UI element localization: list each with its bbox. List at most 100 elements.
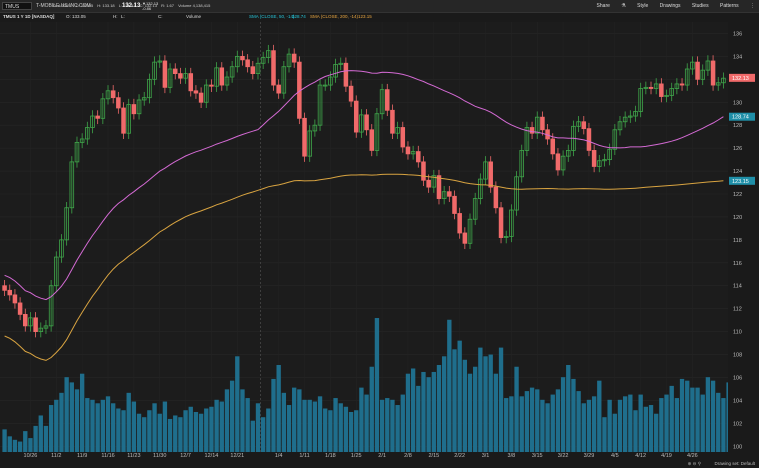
sma50-line <box>4 70 724 301</box>
volume-bar <box>441 356 447 452</box>
last-price-tag-bg <box>729 73 755 82</box>
candle-body <box>700 69 705 80</box>
volume-bar <box>488 354 493 452</box>
volume-bar <box>385 398 390 452</box>
candle-body <box>235 56 240 68</box>
candle-body <box>364 114 369 131</box>
volume-bar <box>747 413 752 452</box>
volume-bar <box>364 394 369 452</box>
symbol-input[interactable]: TMUS <box>2 2 32 10</box>
volume-bar <box>100 399 106 452</box>
volume-bar <box>74 389 80 452</box>
ohlc-low: L: 131.51 <box>118 3 136 8</box>
volume-bar <box>307 399 312 452</box>
candle-body <box>524 127 530 151</box>
candle-body <box>545 129 550 140</box>
volume-bar <box>38 415 43 452</box>
volume-bar <box>669 385 674 452</box>
candle-body <box>493 186 499 209</box>
volume-bar <box>405 373 411 452</box>
company-watermark: T·Mobile· <box>6 28 61 43</box>
candle-body <box>198 92 204 103</box>
zoom-controls[interactable]: ⊕ ⊖ ⚲ <box>687 461 701 466</box>
volume-bar <box>183 410 188 452</box>
candle-body <box>410 151 416 155</box>
candle-body <box>95 115 100 119</box>
volume-bar <box>395 405 400 452</box>
volume-bar <box>597 380 602 452</box>
sma200-line <box>4 173 724 361</box>
candle-body <box>659 83 664 97</box>
volume-bar <box>136 413 142 452</box>
drawings-button[interactable]: Drawings <box>659 3 681 9</box>
candle-body <box>286 53 292 68</box>
candle-body <box>721 77 726 84</box>
candle-body <box>710 60 716 86</box>
y-tick-label: 136 <box>733 31 742 37</box>
y-tick-label: 134 <box>733 54 742 60</box>
volume-bar <box>545 403 550 452</box>
candle-body <box>509 209 514 237</box>
volume-bar <box>519 396 524 452</box>
volume-bar <box>7 436 12 452</box>
volume-bar <box>28 438 33 452</box>
last-price-tag: 132.13 <box>732 76 749 82</box>
sma200-label[interactable]: SMA (CLOSE, 200, -14) <box>310 14 359 19</box>
volume-bar <box>555 389 561 452</box>
candle-body <box>690 61 695 70</box>
y-tick-label: 124 <box>733 169 742 175</box>
volume-bar <box>302 399 307 452</box>
candle-body <box>178 73 183 79</box>
candle-body <box>452 195 457 214</box>
volume-bar <box>369 366 374 452</box>
candle-body <box>255 62 261 74</box>
flask-icon[interactable]: ⚗ <box>621 3 626 9</box>
candle-body <box>369 129 375 151</box>
share-button[interactable]: Share <box>596 3 610 9</box>
volume-bar <box>390 399 395 452</box>
menu-icon[interactable]: ⋮ <box>750 3 755 9</box>
candle-body <box>390 109 395 134</box>
candle-body <box>591 150 597 167</box>
candle-body <box>183 73 188 79</box>
title-high: H: <box>113 14 118 19</box>
candle-body <box>669 88 674 96</box>
volume-bar <box>535 389 540 452</box>
style-button[interactable]: Style <box>637 3 649 9</box>
title-close: C: <box>158 14 163 19</box>
last-price: 132.13 <box>122 3 141 9</box>
ohlc-date: D: 4/30/21 <box>53 3 72 8</box>
candle-body <box>250 66 256 75</box>
candle-body <box>157 60 162 63</box>
volume-bar <box>674 398 680 452</box>
candle-body <box>405 146 411 155</box>
candle-body <box>581 121 587 130</box>
price-change: ▼132.13 -0.86 <box>142 1 158 11</box>
patterns-button[interactable]: Patterns <box>719 3 739 9</box>
volume-bar <box>167 418 173 452</box>
candle-body <box>348 85 354 102</box>
volume-bar <box>400 394 405 452</box>
candle-body <box>664 94 669 97</box>
volume-bar <box>255 403 261 452</box>
volume-study-label[interactable]: Volume <box>186 14 202 19</box>
candle-body <box>695 61 700 80</box>
volume-bar <box>447 319 452 452</box>
volume-bar <box>622 396 628 452</box>
candle-body <box>54 256 59 287</box>
candle-body <box>229 66 235 78</box>
candle-body <box>240 56 245 61</box>
sma50-label[interactable]: SMA (CLOSE, 50, -14) <box>249 14 295 19</box>
volume-bar <box>679 378 685 452</box>
drawing-set-label: Drawing set: Default <box>714 461 755 466</box>
volume-bar <box>173 415 178 452</box>
sma50-value: 128.74 <box>292 14 306 19</box>
chart-toolbar: Share ⚗ Style Drawings Studies Patterns … <box>587 0 755 12</box>
sma200-value: 123.15 <box>358 14 372 19</box>
volume-bar <box>64 377 69 452</box>
studies-button[interactable]: Studies <box>691 3 709 9</box>
candle-body <box>643 86 649 89</box>
candle-body <box>612 129 618 150</box>
candle-body <box>312 124 318 132</box>
